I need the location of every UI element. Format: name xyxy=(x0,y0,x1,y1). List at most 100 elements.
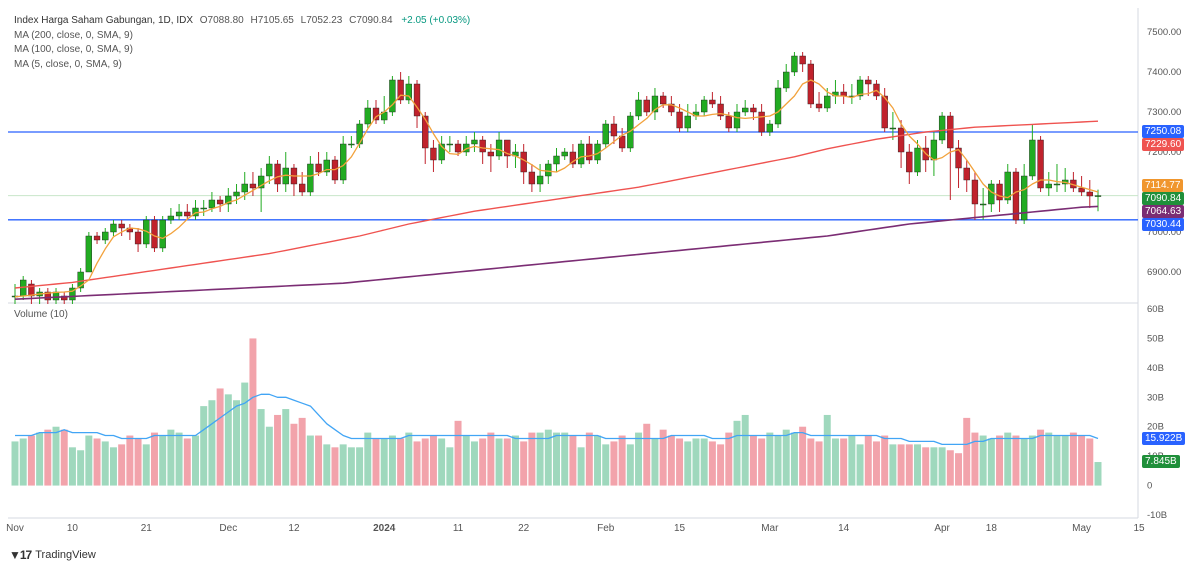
volume-bar xyxy=(101,441,109,486)
volume-bar xyxy=(274,414,282,486)
close-value: C7090.84 xyxy=(349,15,393,26)
candle-body xyxy=(504,139,511,157)
candle-body xyxy=(266,163,273,177)
volume-tag: 7.845B xyxy=(1142,455,1180,469)
price-tick-label: 7500.00 xyxy=(1147,27,1181,38)
candle-body xyxy=(660,95,667,105)
price-tag: 7114.77 xyxy=(1142,179,1184,193)
volume-bar xyxy=(331,447,339,486)
candle-body xyxy=(430,147,437,161)
volume-bar xyxy=(520,441,528,486)
chart-legend: Index Harga Saham Gabungan, 1D, IDX O708… xyxy=(14,14,470,72)
candle-body xyxy=(340,143,347,181)
volume-bar xyxy=(470,441,478,486)
candle-body xyxy=(208,199,216,209)
ma200-line xyxy=(14,205,1099,300)
candle-body xyxy=(577,143,585,165)
volume-bar xyxy=(1078,435,1086,486)
volume-bar xyxy=(782,429,790,486)
volume-bar xyxy=(684,441,692,486)
volume-tick-label: -10B xyxy=(1147,510,1167,521)
volume-bar xyxy=(758,438,766,486)
tradingview-logo[interactable]: ▼17 TradingView xyxy=(9,548,96,562)
candle-body xyxy=(167,215,175,221)
change-value: +2.05 (+0.03%) xyxy=(401,15,471,26)
volume-bar xyxy=(823,414,831,486)
volume-bar xyxy=(126,435,134,486)
volume-bar xyxy=(528,432,536,486)
candle-body xyxy=(241,183,248,193)
volume-bar xyxy=(265,426,273,486)
price-tag: 7229.60 xyxy=(1142,137,1185,151)
volume-bar xyxy=(224,394,232,486)
candle-body xyxy=(742,107,749,113)
symbol-name[interactable]: Index Harga Saham Gabungan, 1D, IDX xyxy=(14,15,193,26)
candle-body xyxy=(979,203,987,206)
volume-bar xyxy=(208,400,216,486)
volume-bar xyxy=(479,438,487,486)
volume-tick-label: 40B xyxy=(1147,363,1164,374)
candle-body xyxy=(225,195,232,205)
price-tag: 7030.44 xyxy=(1142,218,1185,232)
candle-body xyxy=(824,95,831,109)
tradingview-icon: ▼17 xyxy=(9,548,32,562)
volume-bar xyxy=(134,438,142,486)
volume-bar xyxy=(183,438,191,486)
volume-bar xyxy=(914,444,921,486)
volume-bar xyxy=(897,444,905,486)
volume-bar xyxy=(610,441,618,486)
volume-legend[interactable]: Volume (10) xyxy=(14,309,68,320)
time-tick-label: 15 xyxy=(1133,523,1145,534)
volume-bar xyxy=(1053,435,1061,486)
ma200-legend[interactable]: MA (200, close, 0, SMA, 9) xyxy=(14,29,133,41)
candle-body xyxy=(717,103,724,117)
candle-body xyxy=(1078,187,1085,193)
volume-bar xyxy=(503,438,511,486)
volume-bar xyxy=(44,429,52,486)
candle-body xyxy=(1037,139,1044,189)
volume-bar xyxy=(741,414,749,486)
volume-bar xyxy=(150,432,158,486)
candle-body xyxy=(553,155,560,165)
volume-bar xyxy=(380,438,388,486)
volume-bar xyxy=(85,435,93,486)
volume-bar xyxy=(807,438,815,486)
volume-bar xyxy=(200,406,208,486)
volume-bar xyxy=(996,435,1004,486)
volume-bar xyxy=(429,435,437,486)
candle-body xyxy=(914,147,921,173)
volume-bar xyxy=(1012,435,1020,486)
candle-body xyxy=(947,115,954,149)
volume-bar xyxy=(790,432,798,486)
volume-bar xyxy=(618,435,626,486)
grid-layer xyxy=(8,8,1139,519)
volume-bar xyxy=(594,435,602,486)
volume-bar xyxy=(19,438,27,486)
volume-bar xyxy=(889,444,897,486)
time-tick-label: Feb xyxy=(597,523,615,534)
volume-bar xyxy=(1004,432,1012,486)
candle-body xyxy=(889,127,897,130)
high-value: H7105.65 xyxy=(250,15,294,26)
volume-bar xyxy=(405,432,413,486)
candle-body xyxy=(274,163,281,185)
candle-body xyxy=(413,83,421,117)
candle-body xyxy=(372,107,380,121)
ma100-legend[interactable]: MA (100, close, 0, SMA, 9) xyxy=(14,44,133,55)
ma5-line xyxy=(14,79,1099,298)
volume-bar xyxy=(249,338,257,486)
candle-body xyxy=(774,87,782,125)
volume-bar xyxy=(192,435,199,486)
ma5-legend[interactable]: MA (5, close, 0, SMA, 9) xyxy=(14,58,122,70)
candle-body xyxy=(422,115,429,149)
volume-bar xyxy=(987,438,995,486)
price-tick-label: 7300.00 xyxy=(1147,107,1181,118)
volume-bar xyxy=(1061,435,1069,486)
candle-body xyxy=(110,223,117,233)
time-tick-label: Apr xyxy=(934,523,950,534)
candle-body xyxy=(651,95,659,113)
candle-body xyxy=(249,183,257,189)
candle-body xyxy=(610,123,618,137)
candle-body xyxy=(799,55,806,65)
